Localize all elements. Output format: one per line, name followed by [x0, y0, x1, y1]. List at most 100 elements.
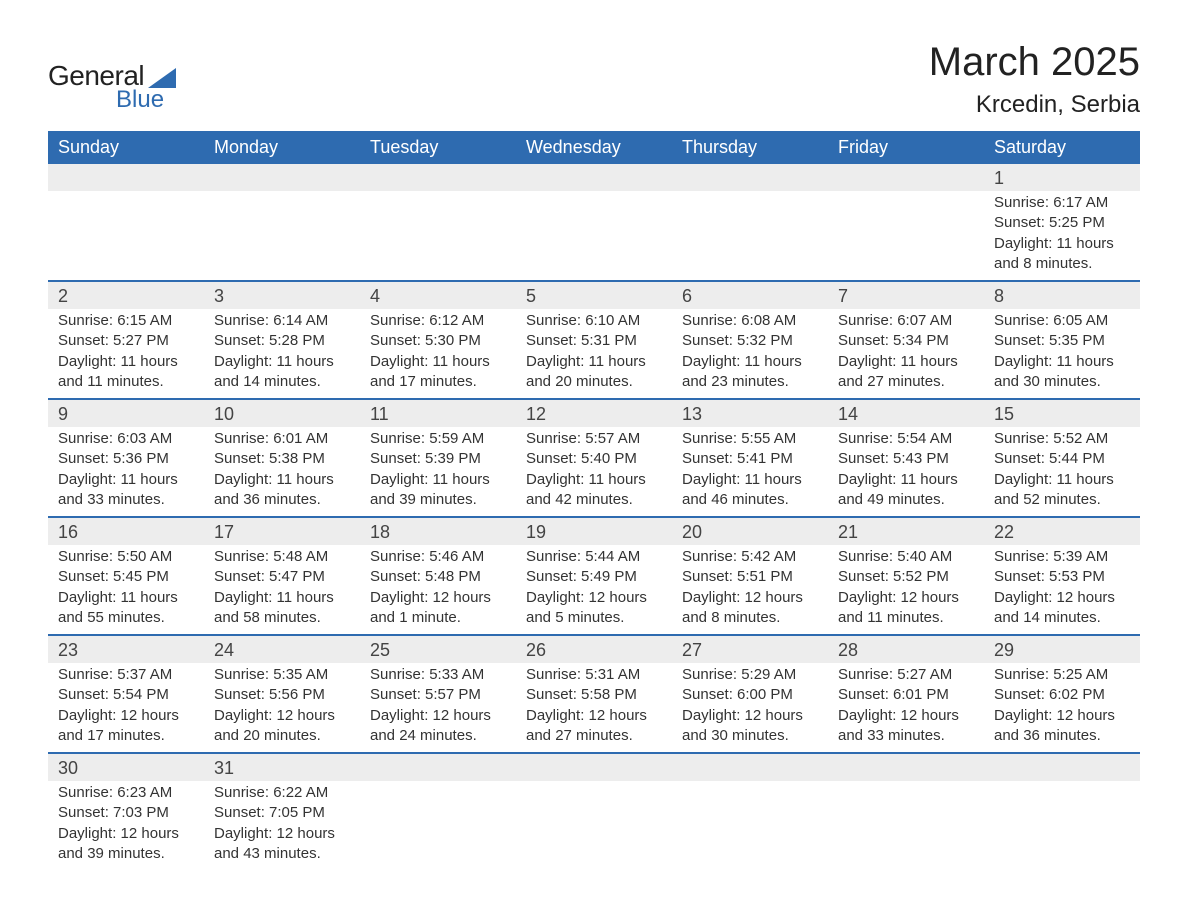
day-sunrise-text: Sunrise: 6:08 AM: [682, 311, 818, 331]
day-d2-text: and 8 minutes.: [994, 254, 1130, 274]
day-content: Sunrise: 5:25 AMSunset: 6:02 PMDaylight:…: [984, 663, 1140, 753]
day-content: Sunrise: 5:59 AMSunset: 5:39 PMDaylight:…: [360, 427, 516, 517]
day-content: [516, 781, 672, 870]
day-d1-text: Daylight: 11 hours: [994, 352, 1130, 372]
day-content: Sunrise: 6:15 AMSunset: 5:27 PMDaylight:…: [48, 309, 204, 399]
day-sunset-text: Sunset: 5:39 PM: [370, 449, 506, 469]
day-sunset-text: Sunset: 5:44 PM: [994, 449, 1130, 469]
day-number: 20: [672, 517, 828, 545]
day-sunset-text: Sunset: 5:56 PM: [214, 685, 350, 705]
day-d2-text: and 33 minutes.: [838, 726, 974, 746]
day-sunrise-text: Sunrise: 5:55 AM: [682, 429, 818, 449]
day-sunrise-text: Sunrise: 6:23 AM: [58, 783, 194, 803]
day-number: 6: [672, 281, 828, 309]
day-sunset-text: Sunset: 5:47 PM: [214, 567, 350, 587]
day-header: Tuesday: [360, 131, 516, 164]
day-number: [828, 753, 984, 781]
day-content: Sunrise: 5:31 AMSunset: 5:58 PMDaylight:…: [516, 663, 672, 753]
day-sunset-text: Sunset: 5:34 PM: [838, 331, 974, 351]
day-content: Sunrise: 5:52 AMSunset: 5:44 PMDaylight:…: [984, 427, 1140, 517]
day-sunrise-text: Sunrise: 6:17 AM: [994, 193, 1130, 213]
day-content: [828, 781, 984, 870]
day-d1-text: Daylight: 12 hours: [214, 706, 350, 726]
day-content: Sunrise: 6:05 AMSunset: 5:35 PMDaylight:…: [984, 309, 1140, 399]
day-content: Sunrise: 5:29 AMSunset: 6:00 PMDaylight:…: [672, 663, 828, 753]
day-d1-text: Daylight: 12 hours: [526, 706, 662, 726]
day-sunrise-text: Sunrise: 6:10 AM: [526, 311, 662, 331]
day-content: Sunrise: 6:08 AMSunset: 5:32 PMDaylight:…: [672, 309, 828, 399]
day-d2-text: and 46 minutes.: [682, 490, 818, 510]
day-number: 2: [48, 281, 204, 309]
day-sunset-text: Sunset: 6:02 PM: [994, 685, 1130, 705]
day-header: Sunday: [48, 131, 204, 164]
day-d1-text: Daylight: 11 hours: [994, 470, 1130, 490]
day-d2-text: and 11 minutes.: [58, 372, 194, 392]
day-header-row: SundayMondayTuesdayWednesdayThursdayFrid…: [48, 131, 1140, 164]
day-sunrise-text: Sunrise: 5:40 AM: [838, 547, 974, 567]
day-d1-text: Daylight: 11 hours: [838, 470, 974, 490]
day-sunrise-text: Sunrise: 6:12 AM: [370, 311, 506, 331]
day-sunrise-text: Sunrise: 5:54 AM: [838, 429, 974, 449]
day-header: Saturday: [984, 131, 1140, 164]
day-d2-text: and 23 minutes.: [682, 372, 818, 392]
day-d1-text: Daylight: 12 hours: [370, 588, 506, 608]
day-content-row: Sunrise: 6:23 AMSunset: 7:03 PMDaylight:…: [48, 781, 1140, 870]
day-content: Sunrise: 6:10 AMSunset: 5:31 PMDaylight:…: [516, 309, 672, 399]
day-content: Sunrise: 6:23 AMSunset: 7:03 PMDaylight:…: [48, 781, 204, 870]
day-number: 18: [360, 517, 516, 545]
day-sunset-text: Sunset: 5:53 PM: [994, 567, 1130, 587]
day-number: 7: [828, 281, 984, 309]
day-sunrise-text: Sunrise: 5:57 AM: [526, 429, 662, 449]
day-number: 30: [48, 753, 204, 781]
day-sunset-text: Sunset: 5:52 PM: [838, 567, 974, 587]
day-number: [516, 753, 672, 781]
day-d1-text: Daylight: 12 hours: [994, 588, 1130, 608]
day-d2-text: and 1 minute.: [370, 608, 506, 628]
day-content: [360, 781, 516, 870]
day-content: Sunrise: 5:50 AMSunset: 5:45 PMDaylight:…: [48, 545, 204, 635]
day-content: Sunrise: 5:35 AMSunset: 5:56 PMDaylight:…: [204, 663, 360, 753]
day-d1-text: Daylight: 11 hours: [370, 470, 506, 490]
day-number: [360, 753, 516, 781]
day-sunset-text: Sunset: 5:43 PM: [838, 449, 974, 469]
day-content: [48, 191, 204, 281]
day-number: 29: [984, 635, 1140, 663]
day-sunrise-text: Sunrise: 5:37 AM: [58, 665, 194, 685]
day-number: 15: [984, 399, 1140, 427]
brand-logo: General Blue: [48, 60, 176, 114]
day-sunset-text: Sunset: 5:30 PM: [370, 331, 506, 351]
day-d2-text: and 27 minutes.: [526, 726, 662, 746]
day-d1-text: Daylight: 12 hours: [838, 588, 974, 608]
day-sunrise-text: Sunrise: 5:35 AM: [214, 665, 350, 685]
day-d2-text: and 20 minutes.: [526, 372, 662, 392]
day-sunset-text: Sunset: 5:40 PM: [526, 449, 662, 469]
day-d2-text: and 14 minutes.: [214, 372, 350, 392]
day-content: Sunrise: 5:57 AMSunset: 5:40 PMDaylight:…: [516, 427, 672, 517]
brand-text-blue: Blue: [116, 86, 164, 114]
day-content: Sunrise: 5:44 AMSunset: 5:49 PMDaylight:…: [516, 545, 672, 635]
day-number: 21: [828, 517, 984, 545]
day-d2-text: and 20 minutes.: [214, 726, 350, 746]
day-number-row: 1: [48, 164, 1140, 191]
day-number-row: 2345678: [48, 281, 1140, 309]
day-d1-text: Daylight: 12 hours: [526, 588, 662, 608]
day-d1-text: Daylight: 11 hours: [526, 470, 662, 490]
day-content-row: Sunrise: 6:03 AMSunset: 5:36 PMDaylight:…: [48, 427, 1140, 517]
day-d1-text: Daylight: 12 hours: [682, 588, 818, 608]
day-number: 9: [48, 399, 204, 427]
day-d1-text: Daylight: 12 hours: [994, 706, 1130, 726]
day-sunset-text: Sunset: 5:38 PM: [214, 449, 350, 469]
day-d1-text: Daylight: 11 hours: [994, 234, 1130, 254]
day-content-row: Sunrise: 5:37 AMSunset: 5:54 PMDaylight:…: [48, 663, 1140, 753]
day-sunrise-text: Sunrise: 5:50 AM: [58, 547, 194, 567]
day-sunrise-text: Sunrise: 5:31 AM: [526, 665, 662, 685]
day-d1-text: Daylight: 11 hours: [58, 470, 194, 490]
day-d2-text: and 33 minutes.: [58, 490, 194, 510]
day-content: [828, 191, 984, 281]
day-sunset-text: Sunset: 6:01 PM: [838, 685, 974, 705]
day-number: 25: [360, 635, 516, 663]
month-title: March 2025: [929, 40, 1140, 85]
day-sunrise-text: Sunrise: 5:42 AM: [682, 547, 818, 567]
day-number: 31: [204, 753, 360, 781]
day-number: [204, 164, 360, 191]
